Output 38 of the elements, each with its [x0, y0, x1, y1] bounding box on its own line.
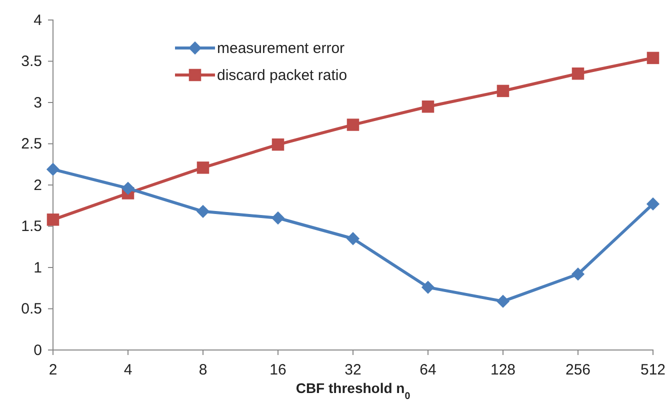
x-tick-label: 128 [490, 362, 516, 378]
y-tick-label: 4 [34, 12, 42, 29]
y-tick-label: 0 [34, 342, 42, 359]
x-tick-label: 2 [48, 362, 58, 378]
point [121, 182, 135, 195]
x-axis-title: CBF threshold n$_{0}$ [296, 380, 411, 401]
point [272, 138, 284, 151]
point [571, 268, 585, 281]
y-tick-label: 3.5 [21, 53, 42, 70]
point [496, 294, 510, 308]
point [346, 118, 360, 131]
x-tick-label: 64 [420, 362, 436, 378]
x-tick-label: 4 [124, 362, 132, 378]
x-tick-label: 512 [640, 362, 666, 378]
y-tick-label: 1 [34, 259, 42, 276]
point [646, 52, 660, 64]
point [421, 280, 435, 294]
point [271, 211, 285, 225]
x-tick-label: 8 [198, 362, 208, 378]
x-tick-label: 256 [565, 362, 591, 378]
point [422, 100, 434, 113]
y-tick-label: 2 [34, 176, 42, 194]
legend-label: discard packet ratio [217, 67, 348, 84]
point [196, 204, 210, 218]
point [496, 84, 510, 98]
legend-label: measurement error [217, 40, 345, 57]
x-tick-label: 32 [344, 362, 362, 378]
point [196, 162, 210, 174]
point [346, 232, 360, 246]
point [572, 68, 584, 80]
x-tick-label: 16 [270, 362, 286, 378]
y-tick-label: 3 [34, 94, 42, 112]
point [46, 214, 60, 226]
y-tick-label: 1.5 [21, 218, 42, 236]
point [46, 162, 60, 176]
point [646, 197, 660, 211]
y-tick-label: 0.5 [21, 300, 42, 318]
y-tick-label: 2.5 [21, 136, 42, 153]
